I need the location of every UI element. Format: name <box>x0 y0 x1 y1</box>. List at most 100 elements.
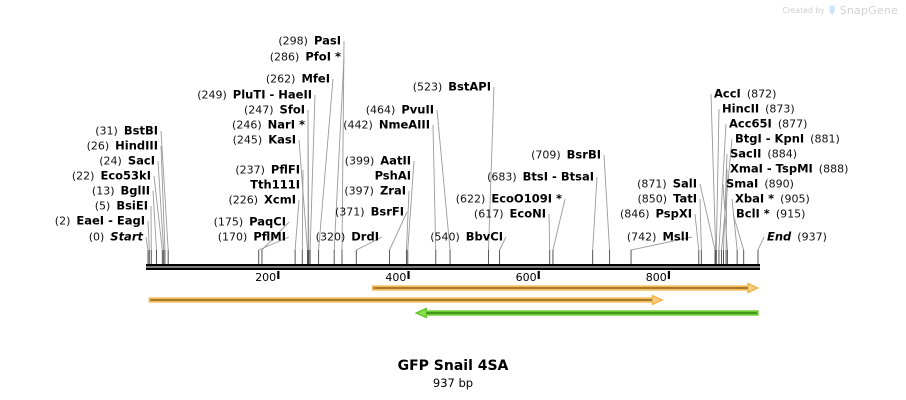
enzyme-name: SacI <box>127 153 155 168</box>
enzyme-label-econi[interactable]: (617) EcoNI <box>474 206 546 221</box>
enzyme-label-nmeaiii[interactable]: (442) NmeAIII <box>343 118 430 132</box>
enzyme-name: Start <box>110 229 143 244</box>
watermark-brand-label: SnapGene <box>839 4 898 17</box>
enzyme-position: (298) <box>278 34 308 48</box>
enzyme-label-pfoi-[interactable]: (286) PfoI * <box>270 51 341 63</box>
enzyme-label-bsiei[interactable]: (5) BsiEI <box>94 199 148 213</box>
axis-tick-200: 200 <box>255 271 277 284</box>
enzyme-position: (881) <box>810 132 840 146</box>
enzyme-name: PshAI <box>374 168 411 183</box>
enzyme-label-bstbi[interactable]: (31) BstBI <box>95 125 158 137</box>
enzyme-position: (5) <box>94 199 111 213</box>
enzyme-name: XcmI <box>264 192 296 207</box>
enzyme-label-mfei[interactable]: (262) MfeI <box>265 72 330 86</box>
enzyme-position: (890) <box>764 177 794 191</box>
enzyme-position: (24) <box>99 154 122 168</box>
enzyme-label-kasi[interactable]: (245) KasI <box>233 132 296 147</box>
enzyme-name: SmaI <box>726 176 759 191</box>
enzyme-label-xbai-[interactable]: XbaI * (905) <box>735 193 810 205</box>
watermark-created-by-label: Created by <box>782 6 825 15</box>
enzyme-label-ecoo109i-[interactable]: (622) EcoO109I * <box>455 192 562 206</box>
enzyme-position: (888) <box>818 162 849 176</box>
enzyme-position: (237) <box>235 163 265 177</box>
enzyme-name: KasI <box>268 132 296 147</box>
enzyme-label-hincii[interactable]: HincII (873) <box>722 101 795 116</box>
enzyme-label-pflfi[interactable]: (237) PflFI <box>235 162 300 177</box>
enzyme-label-btgi-kpni[interactable]: BtgI - KpnI (881) <box>735 132 840 146</box>
enzyme-name: Eco53kI <box>100 168 151 183</box>
enzyme-label-tati[interactable]: (850) TatI <box>637 191 698 206</box>
enzyme-position: (709) <box>531 148 561 162</box>
enzyme-label-saci[interactable]: (24) SacI <box>99 153 155 168</box>
enzyme-name: BclI * <box>736 206 770 221</box>
enzyme-position: (937) <box>797 230 827 244</box>
enzyme-name: HincII <box>722 101 760 116</box>
enzyme-name: NarI * <box>267 117 305 132</box>
enzyme-position: (371) <box>334 205 365 219</box>
enzyme-position: (622) <box>455 192 486 206</box>
enzyme-label-aatii[interactable]: (399) AatII <box>345 155 411 167</box>
orf-feature-1[interactable] <box>371 282 760 294</box>
enzyme-label-xmai-tspmi[interactable]: XmaI - TspMI (888) <box>730 162 849 176</box>
enzyme-label-sacii[interactable]: SacII (884) <box>730 148 797 160</box>
enzyme-label-nari-[interactable]: (246) NarI * <box>232 117 305 132</box>
enzyme-label-sfoi[interactable]: (247) SfoI <box>243 103 305 117</box>
enzyme-label-tth111i[interactable]: Tth111I <box>250 179 300 191</box>
enzyme-label-bbvci[interactable]: (540) BbvCI <box>430 231 503 243</box>
enzyme-position: (262) <box>265 72 296 86</box>
enzyme-name: AccI <box>714 86 741 101</box>
enzyme-label-eaei-eagi[interactable]: (2) EaeI - EagI <box>55 215 145 227</box>
enzyme-name: PaqCI <box>249 214 286 229</box>
enzyme-name: PflFI <box>270 162 300 177</box>
enzyme-label-pshai[interactable]: PshAI <box>374 168 411 183</box>
orf-feature-3[interactable] <box>414 307 759 319</box>
enzyme-label-pspxi[interactable]: (846) PspXI <box>620 208 692 220</box>
enzyme-label-acc65i[interactable]: Acc65I (877) <box>729 116 807 131</box>
enzyme-label-bstapi[interactable]: (523) BstAPI <box>412 80 491 94</box>
enzyme-label-paqci[interactable]: (175) PaqCI <box>214 214 286 229</box>
enzyme-label-acci[interactable]: AccI (872) <box>714 86 776 101</box>
enzyme-label-pluti-haeii[interactable]: (249) PluTI - HaeII <box>197 88 312 102</box>
orf-feature-2[interactable] <box>148 294 664 306</box>
enzyme-name: Acc65I <box>729 116 772 131</box>
enzyme-label-hindiii[interactable]: (26) HindIII <box>86 138 158 153</box>
enzyme-label-bsrbi[interactable]: (709) BsrBI <box>531 147 601 162</box>
enzyme-label-eco53ki[interactable]: (22) Eco53kI <box>72 168 151 183</box>
enzyme-position: (320) <box>315 230 346 244</box>
enzyme-label-end[interactable]: End (937) <box>767 230 827 244</box>
enzyme-position: (742) <box>626 230 657 244</box>
enzyme-label-bsrfi[interactable]: (371) BsrFI <box>334 205 404 219</box>
enzyme-label-zrai[interactable]: (397) ZraI <box>344 185 406 197</box>
enzyme-label-pasi[interactable]: (298) PasI <box>278 33 341 48</box>
enzyme-label-bglii[interactable]: (13) BglII <box>92 185 150 197</box>
enzyme-name: BtsI - BtsaI <box>522 169 594 184</box>
enzyme-position: (850) <box>637 192 668 206</box>
enzyme-position: (26) <box>86 139 110 153</box>
enzyme-position: (442) <box>343 118 373 132</box>
enzyme-position: (249) <box>197 88 227 102</box>
enzyme-name: PvuII <box>401 102 434 117</box>
enzyme-label-btsi-btsai[interactable]: (683) BtsI - BtsaI <box>487 169 594 184</box>
enzyme-name: TatI <box>673 191 697 206</box>
enzyme-label-xcmi[interactable]: (226) XcmI <box>228 192 296 207</box>
enzyme-position: (523) <box>412 80 443 94</box>
enzyme-label-smai[interactable]: SmaI (890) <box>726 176 794 191</box>
enzyme-position: (0) <box>88 230 105 244</box>
enzyme-position: (873) <box>765 102 795 116</box>
enzyme-name: BsrBI <box>566 147 601 162</box>
enzyme-name: HindIII <box>115 138 158 153</box>
enzyme-position: (247) <box>243 103 274 117</box>
enzyme-label-sali[interactable]: (871) SalI <box>637 178 697 190</box>
enzyme-label-msli[interactable]: (742) MslI <box>626 230 689 244</box>
enzyme-position: (683) <box>487 170 517 184</box>
enzyme-label-bcli-[interactable]: BclI * (915) <box>736 206 805 221</box>
enzyme-label-drdi[interactable]: (320) DrdI <box>315 230 379 244</box>
enzyme-name: PasI <box>313 33 341 48</box>
axis-tick-400: 400 <box>385 271 407 284</box>
enzyme-label-pvuii[interactable]: (464) PvuII <box>366 102 434 117</box>
enzyme-name: EcoNI <box>509 206 546 221</box>
enzyme-label-start[interactable]: (0) Start <box>88 229 143 244</box>
enzyme-label-pflmi[interactable]: (170) PflMI <box>217 230 286 244</box>
enzyme-position: (170) <box>217 230 248 244</box>
axis-tick-800: 800 <box>645 271 667 284</box>
